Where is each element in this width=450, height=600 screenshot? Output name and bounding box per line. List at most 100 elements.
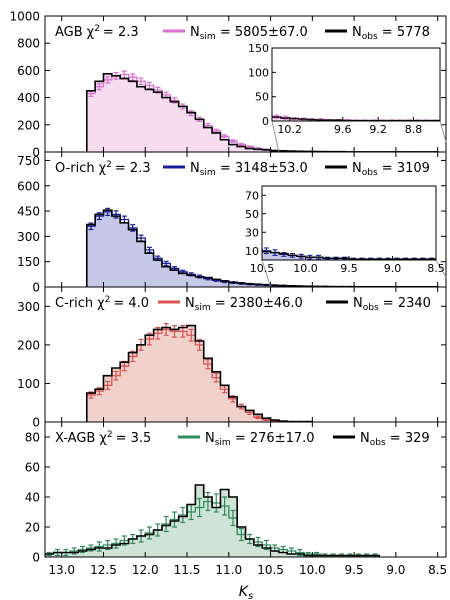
inset-background [272, 48, 440, 121]
sim-errorbar [222, 134, 228, 139]
panel-name: C-rich [55, 296, 93, 311]
panel-name: X-AGB [55, 431, 95, 446]
n-obs-value: 2340 [398, 296, 431, 311]
sim-errorbar [171, 511, 177, 528]
plot-area [45, 484, 380, 557]
inset-obs-line [262, 248, 436, 260]
inset-y-tick-label: 100 [248, 66, 269, 79]
sim-errorbar [205, 491, 211, 512]
inset-connector [435, 259, 447, 278]
sim-errorbar [222, 496, 228, 516]
n-sim-value: 2380±46.0 [230, 296, 303, 311]
inset-x-tick-label: 10.5 [250, 262, 275, 275]
panel-label: C-rich χ2 = 4.0 [55, 295, 149, 311]
sim-errorbar [96, 541, 102, 552]
sim-errorbar [188, 328, 194, 342]
panel-name: AGB [55, 25, 83, 40]
y-tick-label: 60 [25, 461, 40, 475]
inset-y-tick-label: 10 [245, 245, 259, 258]
n-obs-value: 3109 [397, 161, 430, 176]
n-sim-value: 3148±53.0 [235, 161, 308, 176]
legend-sim-label: Nsim = 3148±53.0 [190, 161, 308, 178]
inset-x-tick-label: 9.6 [334, 123, 352, 136]
y-tick-label: 150 [17, 255, 40, 269]
y-tick-label: 0 [32, 146, 40, 160]
inset-agb: 0 50 100 150 10.2 9.6 9.2 8.8 [248, 42, 447, 153]
obs-fill [86, 73, 438, 152]
sim-errorbar [96, 83, 102, 91]
y-tick-label: 750 [17, 154, 40, 168]
panel-label: X-AGB χ2 = 3.5 [55, 430, 151, 446]
x-tick-label: 13.0 [48, 563, 75, 577]
sim-errorbar [163, 323, 169, 336]
x-tick-label: 10.0 [299, 563, 326, 577]
y-tick-label: 1000 [9, 10, 40, 24]
inset-y-tick-label: 50 [255, 91, 269, 104]
y-tick-label: 800 [17, 37, 40, 51]
sim-errorbar [146, 81, 152, 89]
y-tick-label: 600 [17, 64, 40, 78]
chi-value: 2.3 [130, 161, 151, 176]
y-tick-label: 450 [17, 205, 40, 219]
chi-symbol: χ [97, 296, 105, 311]
y-tick-label: 0 [32, 551, 40, 565]
inset-x-tick-label: 10.0 [293, 262, 318, 275]
sim-errorbar [205, 358, 211, 370]
legend-obs-label: Nobs = 329 [360, 431, 430, 448]
n-obs-value: 5778 [397, 25, 430, 40]
inset-background [262, 186, 436, 260]
chi-symbol: χ [99, 431, 107, 446]
sim-errorbar [113, 370, 119, 381]
legend: O-rich χ2 = 2.3 Nsim = 3148±53.0 Nobs = 3109 [55, 160, 430, 178]
sim-errorbar [238, 142, 244, 147]
y-tick-label: 0 [32, 416, 40, 430]
chi-symbol: χ [99, 161, 107, 176]
inset-y-tick-label: 70 [245, 189, 259, 202]
sim-errorbar [163, 260, 169, 266]
inset-y-tick-label: 150 [248, 42, 269, 55]
sim-errorbar [130, 73, 136, 81]
sim-errorbar [197, 497, 203, 518]
obs-line [45, 484, 380, 557]
x-tick-label: 11.5 [174, 563, 201, 577]
sim-errorbar [171, 324, 177, 338]
legend-sim-label: Nsim = 276±17.0 [205, 431, 315, 448]
y-tick-label: 0 [32, 281, 40, 295]
legend-obs-label: Nobs = 3109 [352, 161, 430, 178]
legend: AGB χ2 = 2.3 Nsim = 5805±67.0 Nobs = 5778 [55, 24, 430, 42]
y-tick-label: 300 [17, 300, 40, 314]
legend-sim-label: Nsim = 5805±67.0 [190, 25, 308, 42]
sim-errorbar [121, 70, 127, 79]
inset-y-tick-label: 0 [262, 115, 269, 128]
y-tick-label: 300 [17, 230, 40, 244]
legend-obs-label: Nobs = 5778 [352, 25, 430, 42]
panel-frame [44, 421, 447, 558]
sim-errorbar [138, 77, 144, 86]
y-tick-label: 20 [25, 521, 40, 535]
sim-errorbar [163, 515, 169, 533]
legend-sim-label: Nsim = 2380±46.0 [185, 296, 303, 313]
chi-symbol: χ [87, 25, 95, 40]
sim-errorbar [180, 506, 186, 524]
chi-value: 4.0 [128, 296, 149, 311]
sim-errorbar [146, 246, 152, 254]
inset-connector [439, 120, 447, 143]
inset-y-tick-label: 50 [245, 208, 259, 221]
inset-x-tick-label: 9.5 [340, 262, 358, 275]
x-tick-label: 9.5 [345, 563, 364, 577]
x-tick-label: 8.5 [428, 563, 447, 577]
x-tick-label: 9.0 [386, 563, 405, 577]
inset-y-tick-label: 30 [245, 226, 259, 239]
sim-errorbar [230, 139, 236, 143]
y-tick-label: 600 [17, 179, 40, 193]
sim-errorbar [146, 526, 152, 540]
y-tick-label: 200 [17, 338, 40, 352]
y-tick-label: 200 [17, 118, 40, 132]
x-tick-label: 11.0 [215, 563, 242, 577]
inset-frame [271, 47, 441, 122]
inset-connector [261, 259, 272, 288]
x-axis-label: Ks [239, 584, 253, 600]
